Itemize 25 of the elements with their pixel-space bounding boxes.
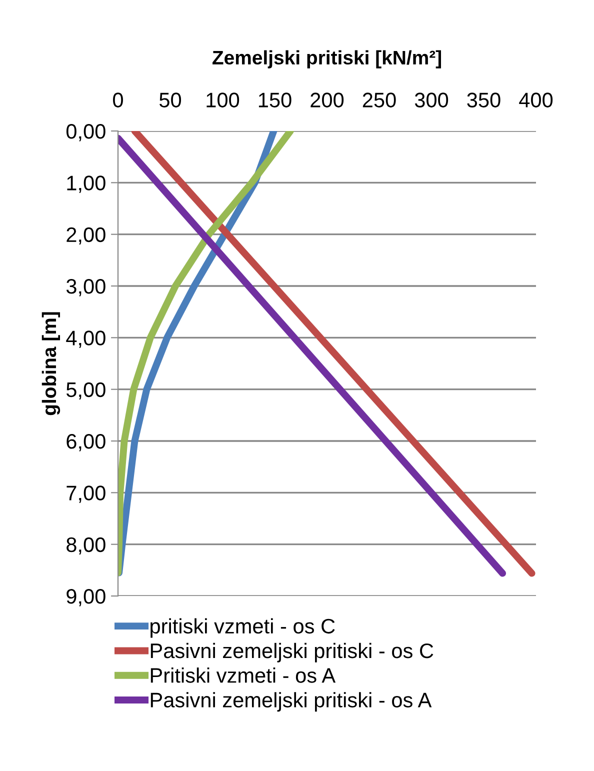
y-tick-label: 3,00: [66, 279, 106, 296]
x-tick-label: 400: [519, 92, 553, 108]
y-tick-label: 1,00: [67, 176, 106, 193]
x-tick-label: 200: [310, 92, 344, 108]
x-tick-label: 50: [160, 92, 182, 108]
y-axis-title: globina [m]: [42, 312, 60, 416]
legend-label: Pasivni zemeljski pritiski - os A: [150, 692, 432, 712]
legend-label: Pritiski vzmeti - os A: [150, 668, 336, 683]
y-tick-label: 2,00: [66, 227, 106, 245]
x-tick-label: 100: [206, 92, 240, 108]
x-tick-label: 0: [113, 92, 123, 108]
y-tick-label: 0,00: [66, 124, 106, 142]
y-tick-label: 5,00: [66, 382, 106, 400]
legend-label: Pasivni zemeljski pritiski - os C: [150, 642, 434, 662]
y-tick-label: 9,00: [66, 589, 106, 606]
y-tick-label: 4,00: [66, 330, 106, 348]
legend-label: pritiski vzmeti - os C: [150, 618, 335, 638]
x-tick-label: 350: [467, 92, 500, 108]
x-tick-label: 250: [362, 92, 396, 108]
y-tick-label: 7,00: [66, 486, 106, 503]
y-tick-label: 6,00: [66, 434, 106, 452]
chart-title: Zemeljski pritiski [kN/m²]: [212, 50, 441, 68]
x-tick-label: 150: [258, 92, 292, 108]
x-tick-label: 300: [414, 92, 448, 108]
y-tick-label: 8,00: [66, 537, 106, 555]
